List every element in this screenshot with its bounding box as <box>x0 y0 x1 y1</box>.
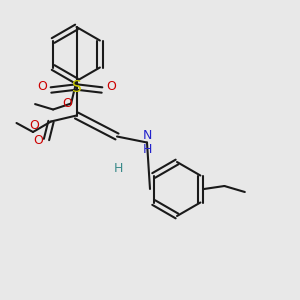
Text: H: H <box>114 162 123 176</box>
Text: O: O <box>30 119 39 132</box>
Text: H: H <box>143 142 152 156</box>
Text: O: O <box>106 80 116 94</box>
Text: O: O <box>37 80 47 94</box>
Text: N: N <box>143 129 152 142</box>
Text: O: O <box>33 134 43 148</box>
Text: S: S <box>72 80 81 94</box>
Text: O: O <box>63 97 72 110</box>
